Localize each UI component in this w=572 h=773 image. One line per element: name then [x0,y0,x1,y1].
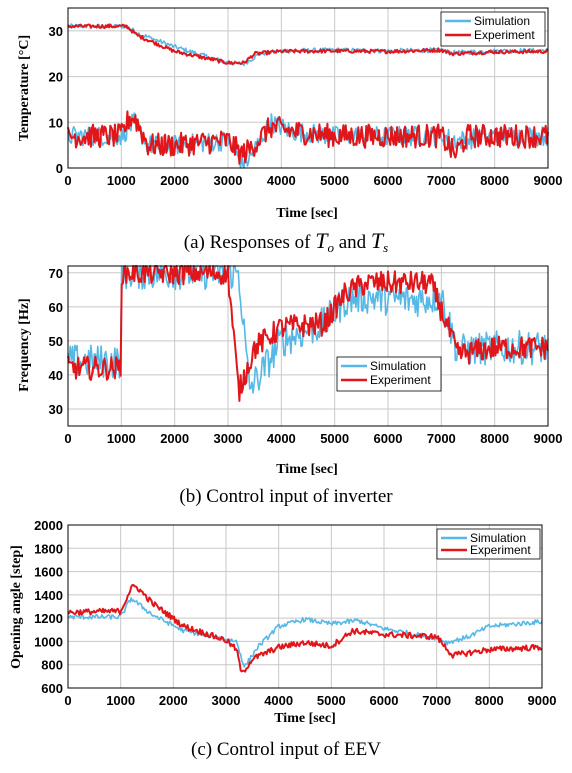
y-axis-label-opening-angle: Opening angle [step] [9,545,24,669]
x-tick-label: 0 [64,693,71,708]
x-tick-label: 9000 [534,173,563,188]
caption-a-sub-s: s [383,240,388,255]
caption-a-var-ts: T [371,228,385,253]
caption-a-var-to: T [315,228,329,253]
x-axis-label-temperature: Time [sec] [276,206,338,221]
x-tick-label: 1000 [107,431,136,446]
series-line-experiment [67,265,549,402]
y-tick-label: 40 [49,368,63,383]
y-tick-label: 0 [56,161,63,176]
y-tick-label: 800 [41,658,63,673]
caption-c: (c) Control input of EEV [191,739,381,760]
x-tick-label: 7000 [422,693,451,708]
plot-area-opening-angle: 0 1000 2000 3000 4000 5000 6000 7000 8000 9000 600… [34,518,556,708]
y-axis-label-temperature: Temperature [°C] [17,35,32,141]
y-tick-label: 20 [49,70,63,85]
x-tick-label: 6000 [370,693,399,708]
x-axis-label-opening-angle: Time [sec] [274,711,336,726]
series-line-simulation [67,23,549,67]
chart-opening-angle: 0 1000 2000 3000 4000 5000 6000 7000 8000 9000 600… [9,518,556,760]
x-tick-label: 7000 [427,173,456,188]
x-tick-label: 2000 [160,431,189,446]
x-tick-label: 2000 [160,173,189,188]
plot-frame [67,524,543,689]
y-tick-label: 600 [41,681,63,696]
legend-label-experiment: Experiment [370,373,431,387]
x-tick-label: 0 [64,431,71,446]
caption-a: (a) Responses of To and Ts [184,228,388,255]
y-tick-label: 30 [49,24,63,39]
series-line-experiment [67,584,542,673]
caption-a-mid: and [334,232,371,253]
y-tick-label: 50 [49,334,63,349]
legend-label-simulation: Simulation [474,14,530,28]
x-tick-label: 4000 [267,173,296,188]
plot-frame [67,7,549,169]
caption-a-sub-o: o [327,240,334,255]
y-tick-label: 10 [49,115,63,130]
plot-area-temperature: 0 1000 2000 3000 4000 5000 6000 7000 8000 9000 0 10… [49,7,563,188]
x-tick-label: 1000 [106,693,135,708]
x-tick-label: 5000 [320,173,349,188]
y-tick-label: 1800 [34,541,63,556]
legend-label-experiment: Experiment [474,28,535,42]
legend-box [436,528,541,560]
legend-label-simulation: Simulation [370,359,426,373]
y-tick-label: 1000 [34,634,63,649]
x-tick-label: 2000 [159,693,188,708]
x-tick-label: 1000 [107,173,136,188]
x-tick-label: 6000 [374,431,403,446]
x-tick-label: 3000 [214,173,243,188]
y-tick-label: 1400 [34,588,63,603]
legend-label-simulation: Simulation [470,531,526,545]
x-tick-label: 9000 [528,693,557,708]
plot-area-frequency: 0 1000 2000 3000 4000 5000 6000 7000 8000 9000 30 4… [49,265,563,446]
x-tick-label: 9000 [534,431,563,446]
x-tick-label: 8000 [475,693,504,708]
series-line-simulation [67,112,549,169]
x-tick-label: 3000 [214,431,243,446]
legend-box [440,11,546,47]
x-tick-label: 8000 [480,173,509,188]
series-line-experiment [67,110,549,165]
y-tick-label: 2000 [34,518,63,533]
x-tick-label: 6000 [374,173,403,188]
y-tick-label: 30 [49,402,63,417]
chart-frequency: 0 1000 2000 3000 4000 5000 6000 7000 8000 9000 30 4… [17,265,563,507]
y-tick-label: 70 [49,266,63,281]
x-tick-label: 0 [64,173,71,188]
chart-temperature: 0 1000 2000 3000 4000 5000 6000 7000 8000 9000 0 10… [17,7,563,255]
series-line-experiment [67,23,549,65]
x-tick-label: 5000 [320,431,349,446]
legend-label-experiment: Experiment [470,543,531,557]
x-tick-label: 5000 [317,693,346,708]
caption-b: (b) Control input of inverter [179,486,393,507]
x-tick-label: 7000 [427,431,456,446]
legend-box [336,356,442,392]
y-tick-label: 60 [49,300,63,315]
x-tick-label: 4000 [267,431,296,446]
y-axis-label-frequency: Frequency [Hz] [17,298,32,391]
x-tick-label: 8000 [480,431,509,446]
series-line-simulation [67,597,543,668]
y-tick-label: 1200 [34,611,63,626]
x-tick-label: 4000 [264,693,293,708]
x-tick-label: 3000 [212,693,241,708]
caption-a-prefix: (a) Responses of [184,232,315,253]
y-tick-label: 1600 [34,565,63,580]
plot-frame [67,265,549,427]
x-axis-label-frequency: Time [sec] [276,462,338,477]
